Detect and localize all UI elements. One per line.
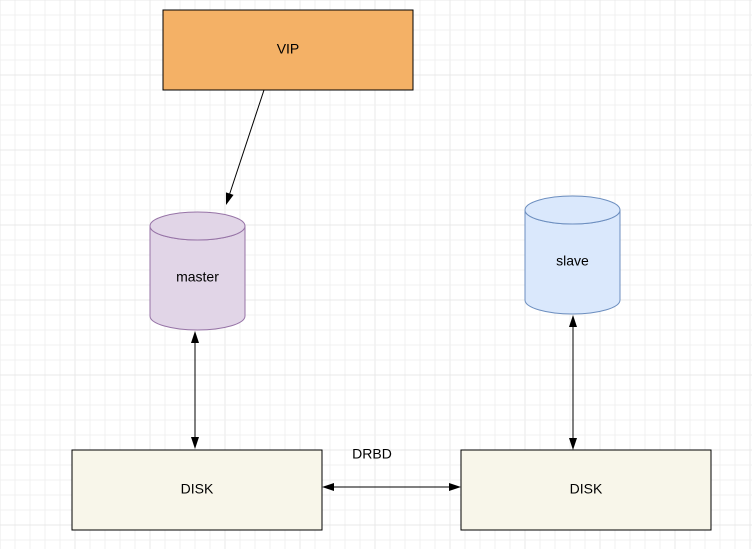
node-master: master <box>150 212 245 330</box>
node-vip-label: VIP <box>277 41 300 57</box>
node-slave: slave <box>525 196 620 314</box>
diagram-canvas: VIP master slave DISK DISK DRBD <box>0 0 752 549</box>
node-disk1-label: DISK <box>181 481 214 497</box>
node-disk2-label: DISK <box>570 481 603 497</box>
node-disk1: DISK <box>72 450 322 530</box>
node-master-label: master <box>176 269 219 285</box>
node-vip: VIP <box>163 10 413 90</box>
edge-2-label: DRBD <box>352 446 392 462</box>
node-slave-label: slave <box>556 253 589 269</box>
node-disk2: DISK <box>461 450 711 530</box>
